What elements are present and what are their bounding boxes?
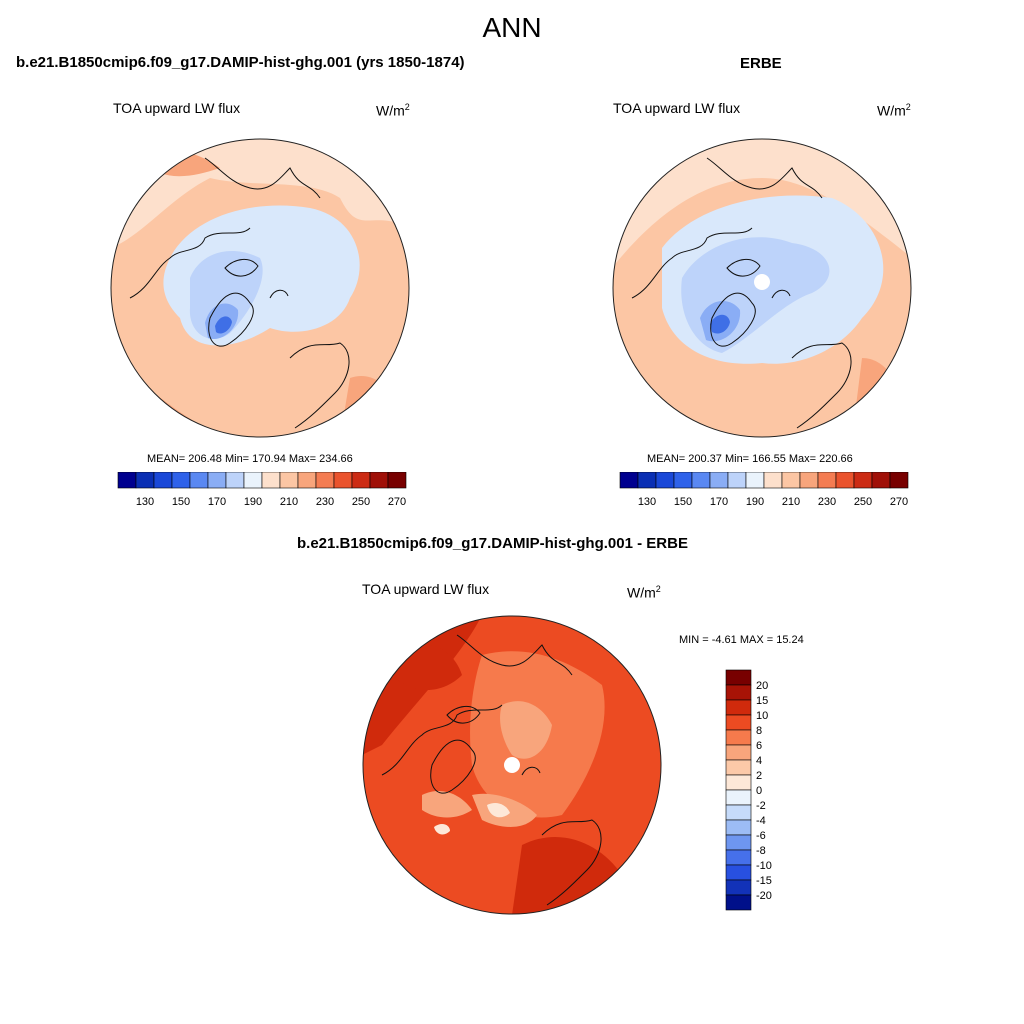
left-colorbar-tick-label: 210 bbox=[280, 496, 298, 508]
right-colorbar-swatch bbox=[835, 472, 855, 489]
left-polar-map bbox=[110, 138, 410, 438]
diff-colorbar-swatch bbox=[725, 744, 752, 761]
right-colorbar-tick-label: 190 bbox=[746, 496, 764, 508]
diff-colorbar-swatch bbox=[725, 849, 752, 866]
diff-colorbar-swatch bbox=[725, 819, 752, 836]
right-colorbar-swatch bbox=[853, 472, 873, 489]
diff-colorbar-tick-label: -10 bbox=[756, 860, 772, 872]
diff-polar-map bbox=[362, 615, 662, 915]
diff-colorbar-swatch bbox=[725, 699, 752, 716]
right-colorbar-tick-label: 130 bbox=[638, 496, 656, 508]
diff-units: W/m2 bbox=[627, 584, 661, 601]
figure-title: ANN bbox=[482, 12, 542, 43]
diff-colorbar-tick-label: 20 bbox=[756, 680, 768, 692]
diff-colorbar-swatch bbox=[725, 729, 752, 746]
right-colorbar-tick-label: 170 bbox=[710, 496, 728, 508]
diff-stats: MIN = -4.61 MAX = 15.24 bbox=[679, 634, 804, 646]
left-colorbar-tick-label: 150 bbox=[172, 496, 190, 508]
right-colorbar-tick-label: 210 bbox=[782, 496, 800, 508]
diff-colorbar-tick-label: -6 bbox=[756, 830, 766, 842]
right-colorbar-swatch bbox=[889, 472, 909, 489]
right-variable-label: TOA upward LW flux bbox=[613, 100, 741, 116]
diff-colorbar-swatch bbox=[725, 894, 752, 911]
right-colorbar-tick-label: 150 bbox=[674, 496, 692, 508]
left-colorbar-swatch bbox=[279, 472, 299, 489]
right-polar-map bbox=[612, 138, 912, 438]
diff-colorbar-swatch bbox=[725, 774, 752, 791]
left-colorbar-swatch bbox=[369, 472, 389, 489]
diff-colorbar-tick-label: 0 bbox=[756, 785, 762, 797]
diff-colorbar-tick-label: 6 bbox=[756, 740, 762, 752]
diff-colorbar-swatch bbox=[725, 759, 752, 776]
left-colorbar-swatch bbox=[117, 472, 137, 489]
left-colorbar-swatch bbox=[387, 472, 407, 489]
left-colorbar-swatch bbox=[297, 472, 317, 489]
diff-colorbar-swatch bbox=[725, 789, 752, 806]
left-colorbar-swatch bbox=[225, 472, 245, 489]
diff-colorbar-tick-label: 2 bbox=[756, 770, 762, 782]
left-colorbar-swatch bbox=[171, 472, 191, 489]
left-panel-title: b.e21.B1850cmip6.f09_g17.DAMIP-hist-ghg.… bbox=[16, 54, 465, 71]
right-colorbar: 130 150 170 190 210 230 250 270 bbox=[619, 472, 909, 508]
diff-colorbar-tick-label: -2 bbox=[756, 800, 766, 812]
left-stats: MEAN= 206.48 Min= 170.94 Max= 234.66 bbox=[147, 453, 353, 465]
diff-colorbar-tick-label: 8 bbox=[756, 725, 762, 737]
right-colorbar-swatch bbox=[691, 472, 711, 489]
right-colorbar-swatch bbox=[619, 472, 639, 489]
diff-colorbar-swatch bbox=[725, 684, 752, 701]
right-colorbar-swatch bbox=[637, 472, 657, 489]
diff-colorbar-swatch bbox=[725, 834, 752, 851]
left-colorbar: 130 150 170 190 210 230 250 270 bbox=[117, 472, 407, 508]
left-colorbar-swatch bbox=[189, 472, 209, 489]
diff-colorbar-swatch bbox=[725, 879, 752, 896]
right-colorbar-swatch bbox=[673, 472, 693, 489]
diff-colorbar-tick-label: 10 bbox=[756, 710, 768, 722]
right-stats: MEAN= 200.37 Min= 166.55 Max= 220.66 bbox=[647, 453, 853, 465]
diff-colorbar-swatch bbox=[725, 804, 752, 821]
left-colorbar-swatch bbox=[153, 472, 173, 489]
diff-colorbar-tick-label: -8 bbox=[756, 845, 766, 857]
diff-colorbar-tick-label: -4 bbox=[756, 815, 766, 827]
right-colorbar-swatch bbox=[763, 472, 783, 489]
right-colorbar-swatch bbox=[727, 472, 747, 489]
right-colorbar-swatch bbox=[655, 472, 675, 489]
left-colorbar-tick-label: 230 bbox=[316, 496, 334, 508]
left-colorbar-tick-label: 130 bbox=[136, 496, 154, 508]
right-colorbar-swatch bbox=[799, 472, 819, 489]
left-colorbar-tick-label: 270 bbox=[388, 496, 406, 508]
right-colorbar-tick-label: 250 bbox=[854, 496, 872, 508]
diff-colorbar-tick-label: -15 bbox=[756, 875, 772, 887]
right-units: W/m2 bbox=[877, 102, 911, 119]
left-colorbar-swatch bbox=[207, 472, 227, 489]
diff-colorbar-tick-label: 15 bbox=[756, 695, 768, 707]
left-colorbar-swatch bbox=[351, 472, 371, 489]
left-colorbar-swatch bbox=[315, 472, 335, 489]
left-colorbar-tick-label: 170 bbox=[208, 496, 226, 508]
left-units: W/m2 bbox=[376, 102, 410, 119]
left-colorbar-tick-label: 250 bbox=[352, 496, 370, 508]
right-colorbar-swatch bbox=[745, 472, 765, 489]
right-colorbar-tick-label: 230 bbox=[818, 496, 836, 508]
right-panel-title: ERBE bbox=[740, 55, 782, 72]
right-colorbar-swatch bbox=[781, 472, 801, 489]
diff-colorbar-tick-label: 4 bbox=[756, 755, 762, 767]
left-colorbar-tick-label: 190 bbox=[244, 496, 262, 508]
left-colorbar-swatch bbox=[261, 472, 281, 489]
left-colorbar-swatch bbox=[333, 472, 353, 489]
right-colorbar-tick-label: 270 bbox=[890, 496, 908, 508]
diff-panel-title: b.e21.B1850cmip6.f09_g17.DAMIP-hist-ghg.… bbox=[297, 535, 688, 552]
right-colorbar-swatch bbox=[709, 472, 729, 489]
right-colorbar-swatch bbox=[817, 472, 837, 489]
left-variable-label: TOA upward LW flux bbox=[113, 100, 241, 116]
left-colorbar-swatch bbox=[243, 472, 263, 489]
diff-colorbar-tick-label: -20 bbox=[756, 890, 772, 902]
diff-colorbar-swatch bbox=[725, 714, 752, 731]
diff-variable-label: TOA upward LW flux bbox=[362, 581, 490, 597]
diff-colorbar-swatch bbox=[725, 864, 752, 881]
right-colorbar-swatch bbox=[871, 472, 891, 489]
diff-colorbar-swatch bbox=[725, 669, 752, 686]
left-colorbar-swatch bbox=[135, 472, 155, 489]
